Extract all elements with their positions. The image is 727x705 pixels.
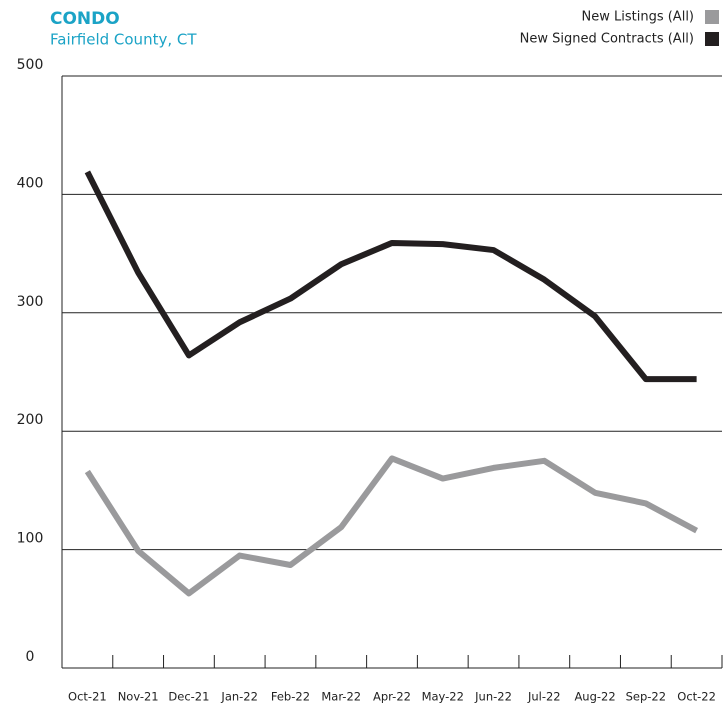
chart-title: CONDO [50, 9, 120, 29]
y-tick-label: 200 [17, 412, 44, 428]
x-tick-label: May-22 [422, 690, 464, 704]
x-tick-label: Feb-22 [271, 690, 310, 704]
x-tick-label: Mar-22 [321, 690, 361, 704]
x-tick-label: Dec-21 [168, 690, 209, 704]
x-tick-label: Jun-22 [474, 690, 512, 704]
y-tick-label: 300 [17, 294, 44, 310]
x-tick-label: Sep-22 [626, 690, 666, 704]
chart-subtitle: Fairfield County, CT [50, 31, 197, 49]
x-tick-label: Aug-22 [574, 690, 615, 704]
legend-label: New Listings (All) [582, 10, 694, 25]
series-line [84, 455, 699, 597]
x-tick-label: Apr-22 [373, 690, 411, 704]
legend-swatch [705, 10, 719, 24]
y-tick-label: 400 [17, 175, 44, 191]
y-tick-label: 500 [17, 57, 44, 73]
x-tick-label: Nov-21 [118, 690, 159, 704]
x-tick-label: Jul-22 [527, 690, 561, 704]
legend-swatch [705, 32, 719, 46]
y-tick-label: 100 [17, 531, 44, 547]
legend-label: New Signed Contracts (All) [520, 32, 694, 47]
series-line [84, 170, 697, 383]
x-tick-label: Oct-21 [68, 690, 107, 704]
x-tick-label: Oct-22 [677, 690, 716, 704]
x-tick-label: Jan-22 [220, 690, 258, 704]
y-tick-label: 0 [26, 649, 35, 665]
